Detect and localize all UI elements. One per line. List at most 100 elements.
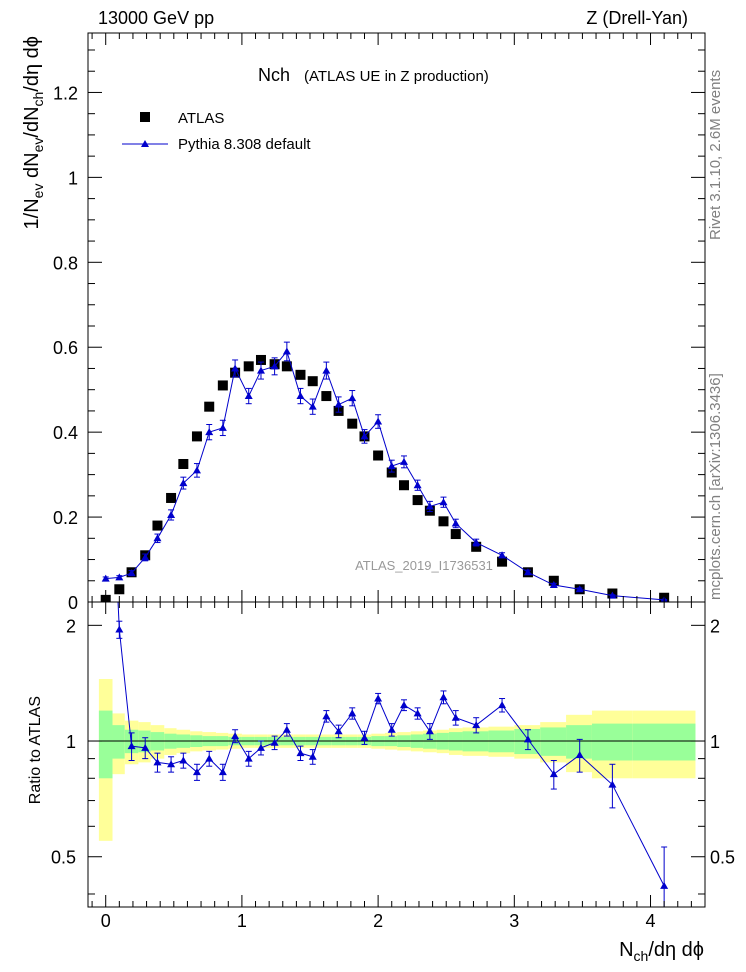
y-axis-label: 1/Nev dNev/dNch/dη dϕ	[21, 36, 46, 229]
pythia-point	[101, 574, 110, 582]
y-tick-label: 1.2	[53, 83, 78, 103]
ratio-point	[413, 709, 422, 717]
atlas-data-point	[438, 516, 449, 527]
header-left: 13000 GeV pp	[98, 8, 215, 28]
ratio-point	[660, 881, 669, 889]
atlas-data-point	[412, 495, 423, 506]
ratio-point	[549, 770, 558, 778]
pythia-point	[296, 392, 305, 400]
legend-pythia-marker	[141, 140, 149, 147]
ratio-point	[374, 694, 383, 702]
atlas-data-point	[152, 520, 163, 531]
x-tick-label: 4	[646, 911, 656, 931]
ratio-point	[270, 738, 279, 746]
atlas-data-point	[114, 584, 125, 595]
atlas-data-point	[347, 418, 358, 429]
ratio-point	[360, 733, 369, 741]
ratio-point	[115, 625, 124, 633]
ratio-point	[348, 709, 357, 717]
stat-uncertainty-band	[591, 723, 633, 761]
pythia-point	[523, 568, 532, 576]
ratio-point	[308, 752, 317, 760]
pythia-point	[256, 366, 265, 374]
stat-uncertainty-band	[632, 723, 696, 761]
stat-uncertainty-band	[112, 725, 125, 759]
analysis-id-label: ATLAS_2019_I1736531	[355, 558, 493, 573]
y-tick-label: 0.8	[53, 253, 78, 273]
legend-pythia-label: Pythia 8.308 default	[178, 136, 311, 153]
atlas-data-point	[373, 450, 384, 461]
x-tick-label: 1	[237, 911, 247, 931]
ratio-point	[127, 742, 136, 750]
pythia-point	[451, 519, 460, 527]
pythia-point	[399, 457, 408, 465]
ratio-y-axis-label: Ratio to ATLAS	[27, 696, 44, 804]
atlas-data-point	[178, 458, 189, 469]
pythia-point	[348, 394, 357, 402]
atlas-data-point	[243, 361, 254, 372]
legend-atlas-marker	[140, 112, 150, 122]
ratio-y-tick-label-right: 2	[710, 616, 720, 636]
ratio-point	[608, 780, 617, 788]
ratio-y-tick-label-left: 1	[66, 732, 76, 752]
ratio-point	[282, 725, 291, 733]
ratio-y-tick-label-right: 1	[710, 732, 720, 752]
y-tick-label: 0.6	[53, 338, 78, 358]
atlas-data-point	[548, 575, 559, 586]
pythia-point	[360, 432, 369, 440]
chart-title: Nch	[258, 65, 290, 85]
pythia-point	[231, 364, 240, 372]
atlas-data-point	[398, 480, 409, 491]
pythia-point	[439, 498, 448, 506]
atlas-data-point	[450, 529, 461, 540]
ratio-y-tick-label-left: 2	[66, 616, 76, 636]
ratio-point	[575, 750, 584, 758]
atlas-data-point	[307, 376, 318, 387]
y-tick-label: 0	[68, 593, 78, 613]
ratio-point	[334, 727, 343, 735]
stat-uncertainty-band	[540, 727, 567, 756]
atlas-data-point	[191, 431, 202, 442]
ratio-point	[472, 721, 481, 729]
pythia-point	[282, 347, 291, 355]
chart-subtitle: (ATLAS UE in Z production)	[304, 68, 489, 85]
x-tick-label: 2	[373, 911, 383, 931]
pythia-point	[244, 392, 253, 400]
pythia-point	[575, 585, 584, 593]
ratio-point	[167, 760, 176, 768]
pythia-point	[608, 591, 617, 599]
ratio-point	[205, 754, 214, 762]
pythia-point	[218, 423, 227, 431]
ratio-y-tick-label-right: 0.5	[710, 848, 735, 868]
pythia-point	[127, 569, 136, 577]
ratio-point	[153, 758, 162, 766]
ratio-line	[117, 602, 665, 887]
pythia-point	[334, 400, 343, 408]
x-axis-label: Nch/dη dϕ	[619, 939, 704, 964]
y-tick-label: 0.2	[53, 508, 78, 528]
pythia-point	[387, 462, 396, 470]
ratio-point	[387, 725, 396, 733]
ratio-point	[296, 749, 305, 757]
pythia-point	[549, 581, 558, 589]
legend-atlas-label: ATLAS	[178, 110, 224, 127]
atlas-data-point	[255, 354, 266, 365]
ratio-point	[231, 732, 240, 740]
pythia-point	[322, 366, 331, 374]
pythia-point	[205, 428, 214, 436]
ratio-plot-frame	[87, 601, 706, 908]
ratio-point	[523, 735, 532, 743]
pythia-point	[498, 551, 507, 559]
stat-uncertainty-band	[98, 710, 113, 779]
ratio-y-tick-label-left: 0.5	[51, 848, 76, 868]
pythia-point	[425, 502, 434, 510]
pythia-point	[153, 534, 162, 542]
ratio-point	[498, 701, 507, 709]
ratio-point	[192, 768, 201, 776]
ratio-point	[244, 754, 253, 762]
pythia-point	[472, 538, 481, 546]
pythia-point	[179, 479, 188, 487]
atlas-data-point	[281, 361, 292, 372]
ratio-point	[102, 337, 110, 344]
